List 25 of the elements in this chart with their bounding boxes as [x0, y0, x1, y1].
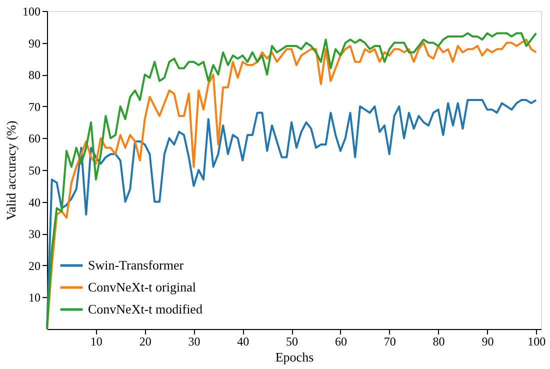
x-tick-label: 20 — [139, 334, 152, 348]
x-tick-label: 10 — [90, 334, 102, 348]
y-tick-label: 10 — [28, 290, 40, 305]
legend-label: ConvNeXt-t original — [88, 280, 196, 294]
y-tick-label: 80 — [28, 68, 40, 82]
x-tick-label: 80 — [432, 334, 445, 348]
y-tick-label: 90 — [28, 36, 40, 50]
y-tick-label: 100 — [22, 4, 40, 18]
y-tick-label: 20 — [28, 258, 40, 273]
x-tick-label: 40 — [237, 334, 250, 348]
legend-label: Swin-Transformer — [88, 258, 184, 272]
legend-label: ConvNeXt-t modified — [88, 302, 203, 316]
y-tick-label: 70 — [28, 100, 40, 114]
x-tick-label: 30 — [188, 334, 200, 348]
y-tick-label: 60 — [28, 132, 40, 146]
x-axis-title: Epochs — [275, 350, 314, 364]
x-tick-label: 100 — [528, 334, 546, 348]
x-tick-label: 60 — [334, 334, 347, 348]
y-tick-label: 50 — [28, 164, 40, 178]
x-tick-label: 50 — [286, 334, 298, 348]
y-tick-label: 30 — [28, 227, 40, 242]
x-tick-label: 90 — [482, 334, 494, 348]
y-tick-label: 40 — [28, 195, 40, 210]
x-tick-label: 70 — [384, 334, 396, 348]
y-axis-title: Valid accuracy (%) — [4, 120, 18, 220]
